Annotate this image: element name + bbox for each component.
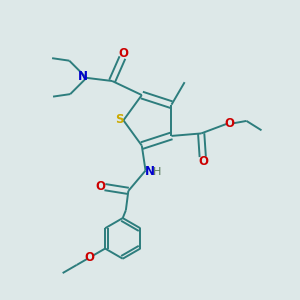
Text: H: H — [153, 167, 161, 177]
Text: O: O — [198, 155, 208, 168]
Text: O: O — [84, 251, 94, 264]
Text: O: O — [96, 180, 106, 193]
Text: O: O — [225, 117, 235, 130]
Text: S: S — [115, 113, 123, 126]
Text: N: N — [78, 70, 88, 83]
Text: O: O — [118, 47, 128, 60]
Text: N: N — [145, 165, 154, 178]
